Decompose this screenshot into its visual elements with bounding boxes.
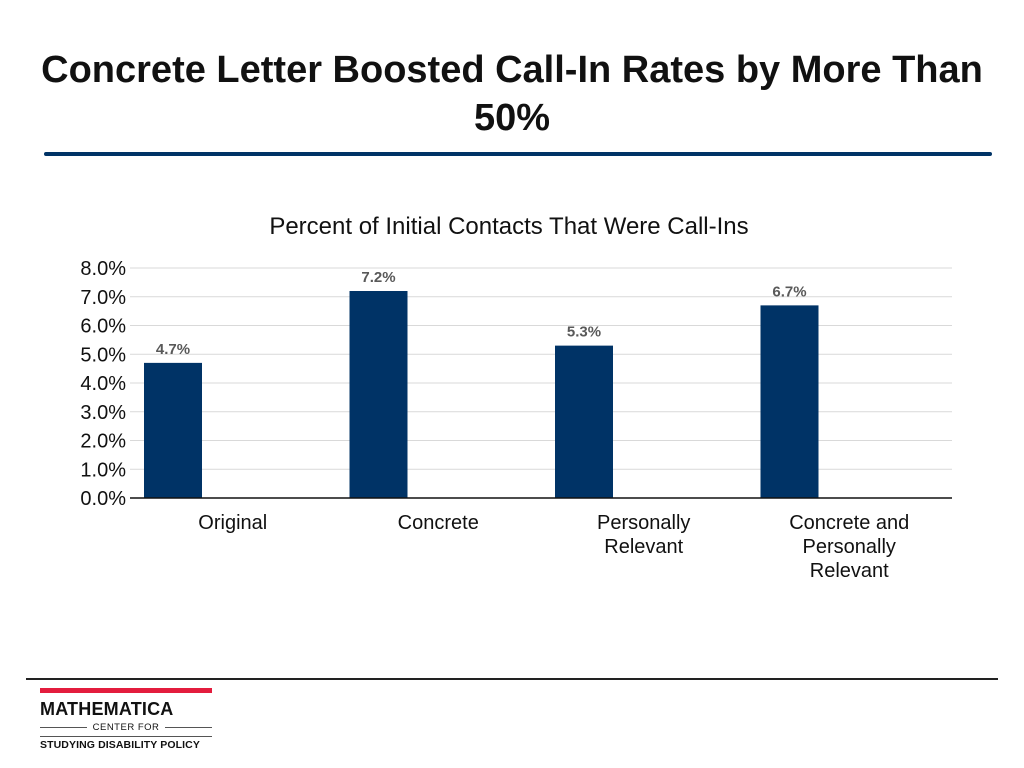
data-label: 6.7% bbox=[772, 283, 806, 300]
y-tick-label: 3.0% bbox=[80, 402, 126, 424]
bar bbox=[349, 291, 408, 498]
y-tick-label: 5.0% bbox=[80, 344, 126, 366]
x-tick-label: Original bbox=[198, 512, 267, 534]
footer-divider bbox=[26, 678, 998, 680]
logo-center-for: CENTER FOR bbox=[92, 722, 160, 733]
logo-name: MATHEMATICA bbox=[40, 699, 174, 719]
logo-accent-bar bbox=[40, 688, 212, 693]
x-tick-label: Personally Relevant bbox=[597, 512, 690, 558]
y-tick-label: 1.0% bbox=[80, 459, 126, 481]
slide-title: Concrete Letter Boosted Call-In Rates by… bbox=[41, 49, 983, 139]
y-tick-label: 4.0% bbox=[80, 373, 126, 395]
data-label: 5.3% bbox=[567, 324, 601, 341]
x-tick-label: Concrete and Personally Relevant bbox=[789, 512, 909, 582]
title-divider bbox=[44, 152, 992, 156]
x-tick-label: Concrete bbox=[398, 512, 479, 534]
bar bbox=[760, 305, 819, 498]
y-tick-label: 7.0% bbox=[80, 287, 126, 309]
y-tick-label: 6.0% bbox=[80, 316, 126, 338]
data-label: 4.7% bbox=[156, 341, 190, 358]
y-tick-label: 8.0% bbox=[80, 258, 126, 280]
mathematica-logo: MATHEMATICA CENTER FOR STUDYING DISABILI… bbox=[40, 688, 212, 751]
y-tick-label: 2.0% bbox=[80, 431, 126, 453]
bar bbox=[144, 362, 202, 498]
logo-center-line: CENTER FOR bbox=[40, 722, 212, 733]
data-label: 7.2% bbox=[361, 269, 395, 286]
logo-subtitle: STUDYING DISABILITY POLICY bbox=[40, 736, 212, 751]
y-tick-label: 0.0% bbox=[80, 488, 126, 510]
bar bbox=[555, 345, 613, 498]
chart-title: Percent of Initial Contacts That Were Ca… bbox=[269, 213, 748, 240]
bar-chart: Percent of Initial Contacts That Were Ca… bbox=[80, 213, 952, 582]
